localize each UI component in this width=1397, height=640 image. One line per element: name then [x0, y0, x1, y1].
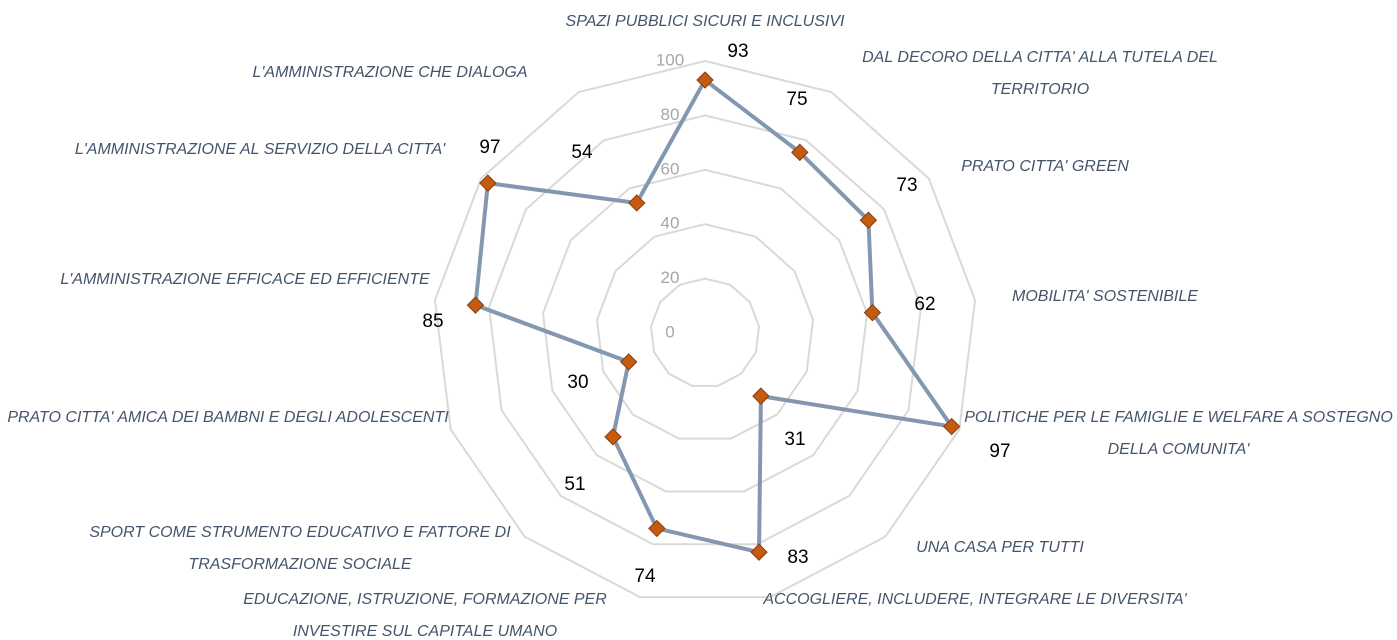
- category-label: L'AMMINISTRAZIONE EFFICACE ED EFFICIENTE: [60, 271, 430, 288]
- marker: [750, 543, 768, 561]
- category-label: ACCOGLIERE, INCLUDERE, INTEGRARE LE DIVE…: [763, 591, 1187, 608]
- series-line: [473, 78, 954, 555]
- value-label: 62: [914, 294, 935, 315]
- category-label-box: DAL DECORO DELLA CITTA' ALLA TUTELA DEL …: [862, 49, 1218, 98]
- marker: [619, 353, 638, 371]
- grid-ring: [595, 223, 815, 440]
- marker: [466, 296, 485, 314]
- category-label: PRATO CITTA' AMICA DEI BAMBNI E DEGLI AD…: [7, 409, 449, 426]
- category-label: DAL DECORO DELLA CITTA' ALLA TUTELA DEL …: [862, 49, 1218, 98]
- category-label-box: L'AMMINISTRAZIONE AL SERVIZIO DELLA CITT…: [74, 141, 446, 158]
- value-label: 30: [567, 372, 588, 393]
- marker: [752, 387, 770, 405]
- category-label: SPORT COME STRUMENTO EDUCATIVO E FATTORE…: [89, 524, 511, 573]
- category-label: MOBILITA' SOSTENIBILE: [1012, 288, 1198, 305]
- category-label-box: PRATO CITTA' AMICA DEI BAMBNI E DEGLI AD…: [7, 409, 449, 426]
- category-label: EDUCAZIONE, ISTRUZIONE, FORMAZIONE PER I…: [243, 591, 607, 640]
- marker: [942, 417, 961, 436]
- value-label: 75: [786, 89, 807, 110]
- value-label: 51: [564, 474, 585, 495]
- marker: [863, 303, 882, 322]
- value-label: 97: [989, 441, 1010, 462]
- category-label-box: MOBILITA' SOSTENIBILE: [1012, 288, 1198, 305]
- grid-ring: [487, 114, 923, 546]
- category-label-box: POLITICHE PER LE FAMIGLIE E WELFARE A SO…: [964, 409, 1393, 458]
- marker: [696, 71, 714, 89]
- value-label: 83: [787, 547, 808, 568]
- marker: [479, 174, 497, 192]
- category-label: UNA CASA PER TUTTI: [916, 539, 1084, 556]
- tick-label: 100: [656, 50, 684, 69]
- value-label: 97: [479, 137, 500, 158]
- category-label: POLITICHE PER LE FAMIGLIE E WELFARE A SO…: [964, 409, 1393, 458]
- category-label-box: ACCOGLIERE, INCLUDERE, INTEGRARE LE DIVE…: [763, 591, 1187, 608]
- category-label: L'AMMINISTRAZIONE AL SERVIZIO DELLA CITT…: [74, 141, 446, 158]
- tick-label: 20: [661, 268, 680, 287]
- category-label: SPAZI PUBBLICI SICURI E INCLUSIVI: [565, 13, 845, 30]
- grid-ring: [649, 277, 761, 387]
- category-label-box: UNA CASA PER TUTTI: [916, 539, 1084, 556]
- tick-label: 60: [661, 159, 680, 178]
- category-label: L'AMMINISTRAZIONE CHE DIALOGA: [252, 64, 528, 81]
- category-label-box: L'AMMINISTRAZIONE EFFICACE ED EFFICIENTE: [60, 271, 430, 288]
- tick-label: 80: [661, 105, 680, 124]
- category-label-box: PRATO CITTA' GREEN: [961, 158, 1129, 175]
- category-label-box: EDUCAZIONE, ISTRUZIONE, FORMAZIONE PER I…: [243, 591, 607, 640]
- category-label-box: SPORT COME STRUMENTO EDUCATIVO E FATTORE…: [89, 524, 511, 573]
- marker: [648, 519, 666, 538]
- tick-label: 0: [665, 322, 674, 341]
- value-label: 93: [727, 41, 748, 62]
- value-label: 74: [634, 566, 656, 587]
- category-label-box: L'AMMINISTRAZIONE CHE DIALOGA: [252, 64, 528, 81]
- marker: [628, 194, 646, 212]
- value-label: 85: [422, 311, 443, 332]
- category-label-box: SPAZI PUBBLICI SICURI E INCLUSIVI: [565, 13, 845, 30]
- grid-ring: [541, 168, 869, 493]
- value-label: 73: [896, 175, 917, 196]
- marker: [604, 428, 622, 446]
- value-label: 31: [784, 429, 805, 450]
- tick-label: 40: [661, 214, 680, 233]
- grid-ring: [433, 59, 977, 599]
- category-label: PRATO CITTA' GREEN: [961, 158, 1129, 175]
- marker: [859, 211, 878, 229]
- value-label: 54: [571, 142, 593, 163]
- marker: [791, 143, 809, 162]
